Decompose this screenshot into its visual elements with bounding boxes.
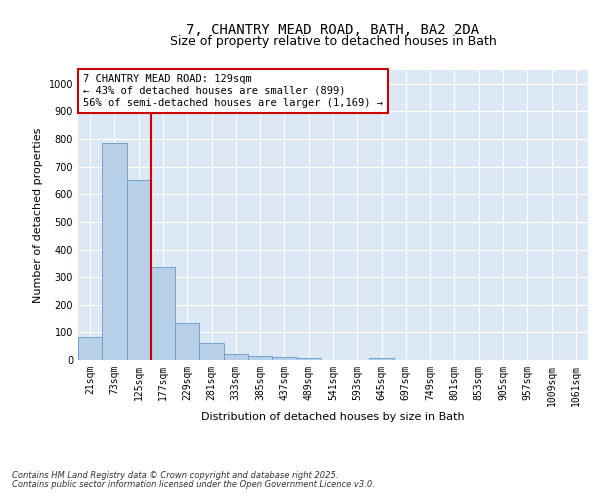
Bar: [370, 358, 394, 360]
Bar: [127, 180, 151, 360]
Bar: [78, 336, 102, 360]
Text: 7 CHANTRY MEAD ROAD: 129sqm
← 43% of detached houses are smaller (899)
56% of se: 7 CHANTRY MEAD ROAD: 129sqm ← 43% of det…: [83, 74, 383, 108]
Bar: [199, 344, 224, 360]
Bar: [272, 356, 296, 360]
Text: Contains HM Land Registry data © Crown copyright and database right 2025.: Contains HM Land Registry data © Crown c…: [12, 471, 338, 480]
Y-axis label: Number of detached properties: Number of detached properties: [33, 128, 43, 302]
Bar: [296, 358, 321, 360]
Text: Size of property relative to detached houses in Bath: Size of property relative to detached ho…: [170, 35, 496, 48]
Bar: [102, 143, 127, 360]
X-axis label: Distribution of detached houses by size in Bath: Distribution of detached houses by size …: [201, 412, 465, 422]
Bar: [248, 356, 272, 360]
Text: Contains public sector information licensed under the Open Government Licence v3: Contains public sector information licen…: [12, 480, 375, 489]
Bar: [175, 322, 199, 360]
Bar: [224, 354, 248, 360]
Bar: [151, 268, 175, 360]
Text: 7, CHANTRY MEAD ROAD, BATH, BA2 2DA: 7, CHANTRY MEAD ROAD, BATH, BA2 2DA: [187, 22, 479, 36]
